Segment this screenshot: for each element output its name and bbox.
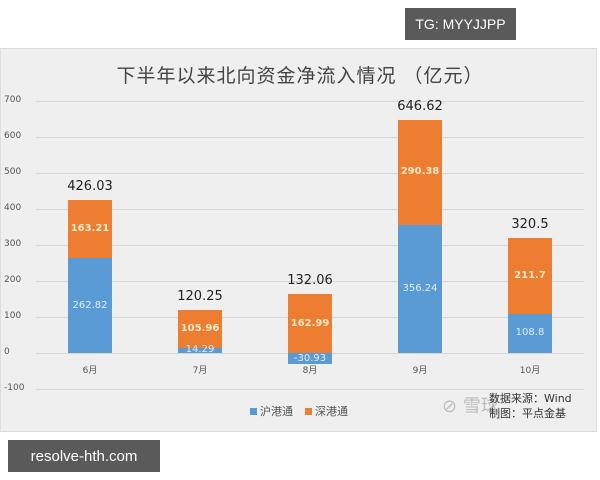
x-axis-label: 6月 xyxy=(82,366,98,376)
legend-label: 沪港通 xyxy=(260,405,293,418)
y-tick-label: 400 xyxy=(4,203,22,213)
bar-value-shanghai: 262.82 xyxy=(72,299,108,311)
bar-value-shenzhen: 105.96 xyxy=(180,322,220,334)
y-tick-label: -100 xyxy=(4,383,25,393)
x-axis-label: 10月 xyxy=(519,366,541,376)
bar-total-label: 320.5 xyxy=(511,216,549,232)
bar-segment-shenzhen xyxy=(288,294,332,353)
bar-segment-shanghai xyxy=(398,224,442,353)
bar-segment-shanghai xyxy=(68,258,112,353)
bar-segment-shenzhen xyxy=(68,199,112,259)
bar-segment-shanghai xyxy=(288,353,332,365)
bar-total-label: 120.25 xyxy=(177,288,223,304)
source-line: 数据来源：Wind xyxy=(489,392,572,405)
gridline xyxy=(36,281,584,282)
gridline xyxy=(36,101,584,102)
y-tick-label: 200 xyxy=(4,275,22,285)
bar-value-shanghai: -30.93 xyxy=(293,352,327,364)
gridline xyxy=(36,209,584,210)
bar-segment-shanghai xyxy=(508,313,552,353)
legend-item-shenzhen: 深港通 xyxy=(305,403,348,419)
x-axis-label: 7月 xyxy=(192,366,208,376)
bar-segment-shenzhen xyxy=(508,237,552,314)
tg-badge: TG: MYYJJPP xyxy=(405,8,516,40)
x-axis-label: 9月 xyxy=(412,366,428,376)
x-axis-label: 8月 xyxy=(302,366,318,376)
bar-value-shanghai: 108.8 xyxy=(515,327,545,339)
bar-value-shenzhen: 163.21 xyxy=(70,223,110,234)
bar-segment-shanghai xyxy=(178,347,222,353)
credit-line: 制图：平点金基 xyxy=(489,407,566,420)
y-tick-label: 500 xyxy=(4,167,22,177)
gridline xyxy=(36,173,584,174)
legend: 沪港通 深港通 xyxy=(250,403,348,419)
snowball-watermark: ⊘ 雪球 xyxy=(442,396,499,417)
source-note: 数据来源：Wind 制图：平点金基 xyxy=(489,391,589,421)
chart-title: 下半年以来北向资金净流入情况 （亿元） xyxy=(116,65,484,87)
url-badge: resolve-hth.com xyxy=(8,440,160,472)
bar-value-shanghai: 14.29 xyxy=(185,344,215,356)
bar-total-label: 426.03 xyxy=(67,178,113,194)
bar-value-shenzhen: 290.38 xyxy=(400,166,440,178)
bar-total-label: 646.62 xyxy=(397,99,443,115)
legend-item-shanghai: 沪港通 xyxy=(250,403,293,419)
legend-swatch-orange xyxy=(305,407,312,415)
bar-value-shenzhen: 162.99 xyxy=(290,317,330,329)
bar-value-shenzhen: 211.7 xyxy=(514,269,546,281)
gridline xyxy=(36,389,584,390)
bar-segment-shenzhen xyxy=(398,120,442,225)
legend-swatch-blue xyxy=(250,407,257,415)
y-tick-label: 700 xyxy=(4,95,22,105)
y-tick-label: 100 xyxy=(4,311,22,321)
bar-total-label: 132.06 xyxy=(287,273,333,289)
y-tick-label: 300 xyxy=(4,239,22,249)
bar-segment-shenzhen xyxy=(178,309,222,348)
y-tick-label: 600 xyxy=(4,131,22,141)
watermark-text: 雪球 xyxy=(462,396,499,417)
legend-label: 深港通 xyxy=(315,405,348,418)
gridline xyxy=(36,245,584,246)
bar-value-shanghai: 356.24 xyxy=(402,282,438,294)
y-tick-label: 0 xyxy=(4,347,10,357)
gridline xyxy=(36,137,584,138)
